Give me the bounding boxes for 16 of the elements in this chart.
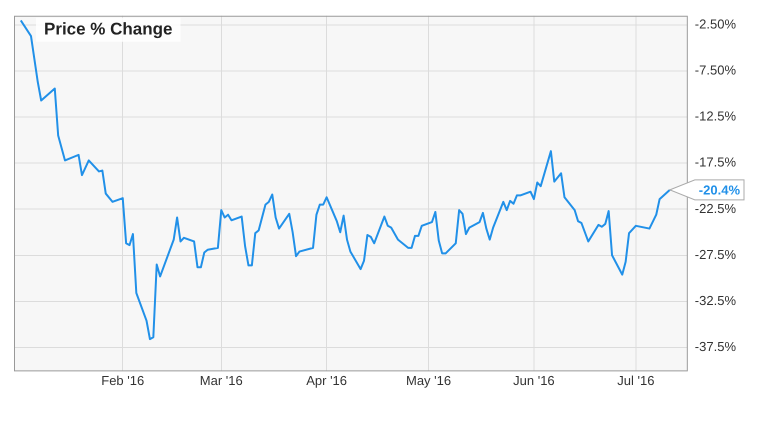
x-tick-label: Apr '16 [306, 372, 348, 388]
y-tick-label: -2.50% [694, 16, 736, 32]
x-tick-label: Mar '16 [200, 372, 243, 388]
x-tick-label: Jun '16 [513, 372, 555, 388]
chart-title: Price % Change [44, 19, 172, 38]
y-tick-label: -32.5% [694, 292, 736, 308]
y-tick-label: -37.5% [694, 338, 736, 354]
annotation: -20.4% [698, 182, 740, 198]
x-tick-label: May '16 [406, 372, 452, 388]
x-tick-label: Feb '16 [101, 372, 144, 388]
y-tick-label: -27.5% [694, 246, 736, 262]
y-tick-label: -22.5% [694, 200, 736, 216]
y-tick-label: -17.5% [694, 154, 736, 170]
y-tick-label: -7.50% [694, 62, 736, 78]
y-tick-label: -12.5% [694, 108, 736, 124]
x-tick-label: Jul '16 [617, 372, 654, 388]
